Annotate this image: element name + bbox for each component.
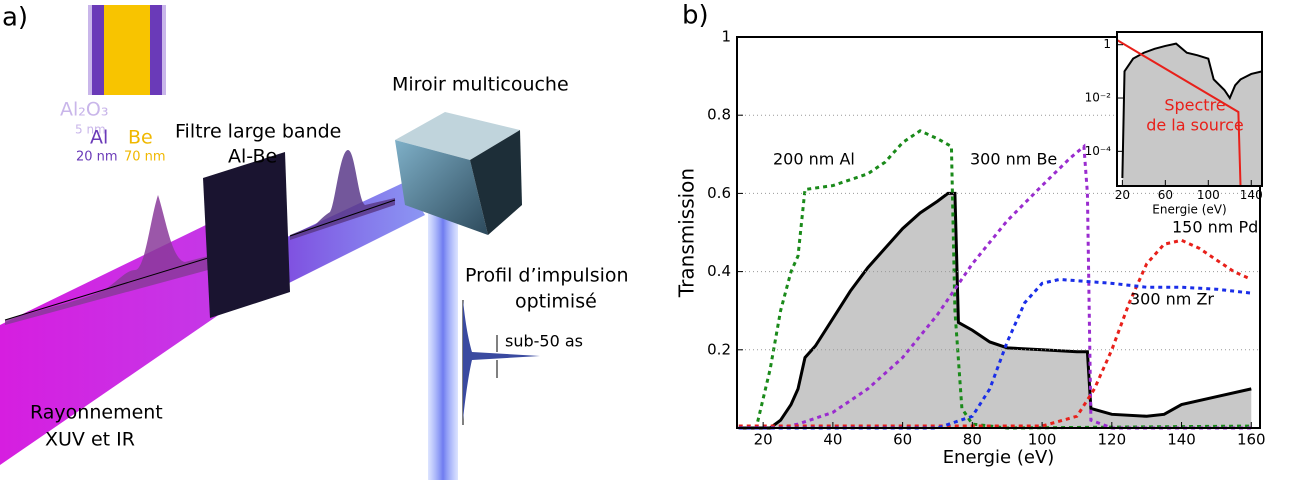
panel-label: b) [682, 1, 709, 31]
beam-axis [4, 257, 209, 321]
area [1122, 43, 1262, 186]
y-tick-label: 0.8 [707, 106, 731, 124]
mirror-front [395, 140, 488, 235]
layer-thickness: 5 nm [75, 123, 106, 137]
series-line [738, 129, 1252, 430]
beam-axis [289, 199, 396, 237]
input-pulse [5, 195, 208, 325]
source-label: XUV et IR [45, 429, 135, 451]
filtered-pulse [290, 150, 395, 240]
y-tick-label: 1 [1103, 37, 1111, 51]
mirror-top [395, 112, 520, 160]
filter-plate [203, 152, 290, 318]
x-tick-label: 140 [1167, 431, 1196, 449]
y-axis-label: Transmission [675, 168, 699, 298]
reflected-beam [428, 190, 458, 480]
x-tick-label: 160 [1237, 431, 1266, 449]
y-tick-label: 0.4 [707, 262, 731, 280]
plot-frame [736, 36, 1261, 429]
panel-a: a) Al₂O₃ 5 nm Al Be 20 nm 70 nm Filtre l… [0, 3, 629, 480]
layer-thickness: 70 nm [124, 150, 166, 165]
xuv-beam [0, 222, 252, 465]
series-label: 300 nm Be [970, 150, 1057, 169]
profile-label: optimisé [515, 291, 597, 313]
y-tick-label: 10⁻⁴ [1085, 144, 1112, 158]
annotation: de la source [1146, 116, 1244, 135]
x-tick-label: 20 [754, 431, 773, 449]
y-tick-label: 10⁻² [1085, 91, 1112, 105]
area [738, 193, 1252, 428]
series-label: 200 nm Al [773, 150, 855, 169]
layer-label: Al₂O₃ [60, 99, 108, 121]
x-tick-label: 40 [823, 431, 842, 449]
mirror-side [470, 130, 522, 235]
plot-frame [1116, 31, 1263, 187]
x-axis-label: Energie (eV) [943, 447, 1055, 468]
x-tick-label: 20 [1115, 188, 1130, 202]
filter-label: Filtre large bande [175, 121, 341, 143]
al-layer [150, 5, 162, 95]
x-tick-label: 80 [963, 431, 982, 449]
series-label: 150 nm Pd [1172, 218, 1258, 237]
series-label: 300 nm Zr [1130, 290, 1214, 309]
x-axis-label: Energie (eV) [1152, 203, 1226, 217]
x-tick-label: 120 [1097, 431, 1126, 449]
profile-label: Profil d’impulsion [465, 265, 629, 287]
filtered-beam [285, 182, 425, 285]
duration-label: sub-50 as [505, 332, 583, 351]
series-line [738, 238, 1252, 428]
series-line [1116, 39, 1242, 187]
y-tick-label: 0.6 [707, 184, 731, 202]
mirror-label: Miroir multicouche [392, 74, 569, 96]
x-tick-label: 60 [893, 431, 912, 449]
x-tick-label: 100 [1197, 188, 1220, 202]
filter-label: Al-Be [228, 146, 277, 168]
series-line [738, 143, 1252, 430]
x-tick-label: 140 [1240, 188, 1263, 202]
layer-label: Al [90, 127, 108, 149]
x-tick-label: 100 [1028, 431, 1057, 449]
series-line [738, 277, 1252, 430]
panel-label: a) [2, 3, 28, 33]
x-tick-label: 60 [1158, 188, 1173, 202]
output-pulse [463, 300, 540, 420]
annotation: Spectre [1164, 96, 1225, 115]
series-line [738, 191, 1252, 430]
source-label: Rayonnement [30, 402, 163, 424]
be-layer [104, 5, 150, 95]
layer-label: Be [128, 127, 153, 149]
layer-thickness: 20 nm [76, 150, 118, 165]
y-tick-label: 0.2 [707, 340, 731, 358]
y-tick-label: 1 [721, 28, 731, 46]
al-layer [92, 5, 104, 95]
